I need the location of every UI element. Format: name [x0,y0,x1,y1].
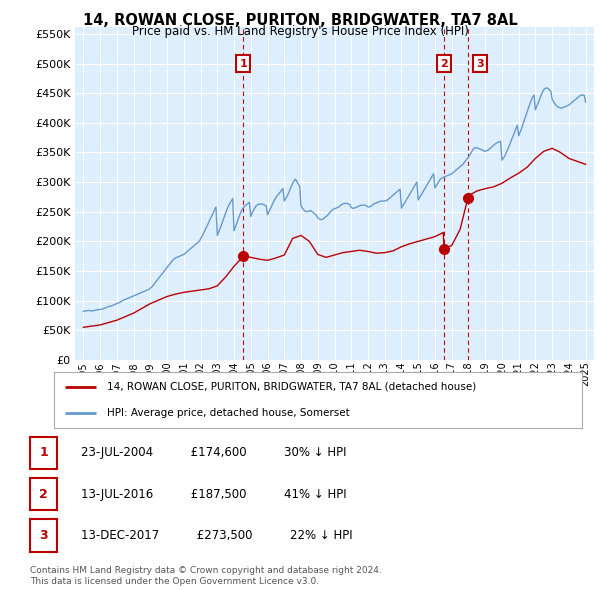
Text: This data is licensed under the Open Government Licence v3.0.: This data is licensed under the Open Gov… [30,577,319,586]
Text: HPI: Average price, detached house, Somerset: HPI: Average price, detached house, Some… [107,408,350,418]
Text: 3: 3 [476,58,484,68]
Text: 23-JUL-2004          £174,600          30% ↓ HPI: 23-JUL-2004 £174,600 30% ↓ HPI [81,446,347,460]
Text: 2: 2 [440,58,448,68]
Text: 1: 1 [239,58,247,68]
Text: 2: 2 [39,487,48,501]
Text: 14, ROWAN CLOSE, PURITON, BRIDGWATER, TA7 8AL (detached house): 14, ROWAN CLOSE, PURITON, BRIDGWATER, TA… [107,382,476,392]
Text: 13-DEC-2017          £273,500          22% ↓ HPI: 13-DEC-2017 £273,500 22% ↓ HPI [81,529,353,542]
Text: 13-JUL-2016          £187,500          41% ↓ HPI: 13-JUL-2016 £187,500 41% ↓ HPI [81,487,347,501]
Text: 3: 3 [39,529,48,542]
Text: 14, ROWAN CLOSE, PURITON, BRIDGWATER, TA7 8AL: 14, ROWAN CLOSE, PURITON, BRIDGWATER, TA… [83,13,517,28]
Text: 1: 1 [39,446,48,460]
Text: Contains HM Land Registry data © Crown copyright and database right 2024.: Contains HM Land Registry data © Crown c… [30,566,382,575]
Text: Price paid vs. HM Land Registry's House Price Index (HPI): Price paid vs. HM Land Registry's House … [131,25,469,38]
